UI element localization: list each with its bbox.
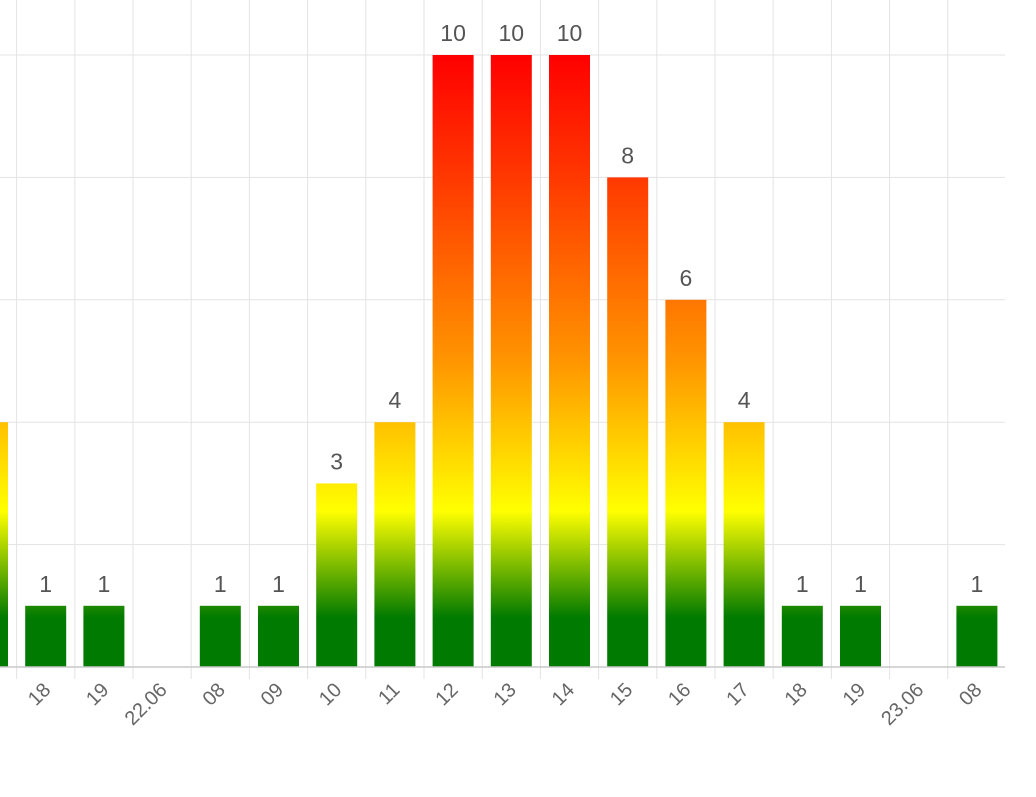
- x-tick-label: 16: [664, 679, 695, 710]
- data-label: 4: [738, 387, 751, 413]
- x-axis-ticks: 18 19 22.06 08 09 10 11 12 13 14 15 16 17 18 19 23.06 08: [24, 679, 986, 730]
- bar: [258, 605, 299, 667]
- data-label: 1: [214, 571, 227, 597]
- x-tick-label: 09: [257, 679, 288, 710]
- bar: [607, 177, 649, 667]
- bar: [723, 422, 765, 667]
- bar: [781, 605, 823, 667]
- data-label: 3: [330, 448, 343, 474]
- bar: [199, 605, 241, 667]
- data-label: 1: [854, 571, 867, 597]
- data-label: 1: [796, 571, 809, 597]
- bar: [374, 422, 416, 667]
- x-tick-label: 11: [374, 679, 404, 709]
- bar: [840, 605, 881, 667]
- bar: [432, 55, 474, 667]
- data-label: 10: [499, 20, 525, 46]
- x-tick-label: 18: [24, 679, 55, 710]
- data-label: 8: [621, 142, 634, 168]
- x-tick-label: 08: [955, 679, 986, 710]
- data-label: 4: [389, 387, 402, 413]
- data-labels: 1 1 1 1 3 4 10 10 10 8 6 4 1 1 1: [39, 20, 983, 597]
- bar: [316, 483, 358, 667]
- bar: [490, 55, 532, 667]
- bar: [549, 55, 590, 667]
- data-label: 1: [39, 571, 52, 597]
- data-label: 1: [272, 571, 285, 597]
- x-tick-label: 12: [431, 679, 462, 710]
- bar-series: [0, 55, 998, 667]
- data-label: 1: [98, 571, 111, 597]
- x-tick-label: 08: [199, 679, 230, 710]
- bar: [83, 605, 125, 667]
- data-label: 10: [440, 20, 466, 46]
- data-label: 6: [680, 265, 693, 291]
- x-tick-label: 19: [82, 679, 113, 710]
- x-tick-label: 14: [548, 679, 579, 710]
- x-tick-label: 23.06: [877, 679, 928, 730]
- bar: [25, 605, 67, 667]
- data-label: 10: [557, 20, 583, 46]
- x-tick-label: 10: [315, 679, 346, 710]
- x-tick-label: 18: [781, 679, 812, 710]
- x-tick-label: 17: [722, 679, 753, 710]
- bar: [956, 605, 998, 667]
- x-tick-label: 15: [606, 679, 637, 710]
- x-tick-label: 13: [490, 679, 521, 710]
- x-tick-label: 22.06: [121, 679, 172, 730]
- data-label: 1: [971, 571, 984, 597]
- x-tick-label: 19: [839, 679, 870, 710]
- bar: [0, 422, 8, 667]
- bar: [665, 299, 707, 667]
